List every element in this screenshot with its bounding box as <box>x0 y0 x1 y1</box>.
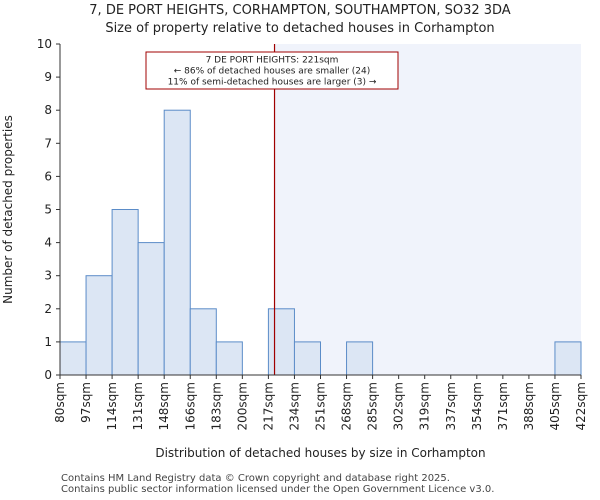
y-tick-label: 0 <box>44 368 52 382</box>
bar-97sqm <box>85 275 113 376</box>
footer-licence: Contains public sector information licen… <box>61 484 495 495</box>
y-tick-label: 9 <box>44 70 52 84</box>
y-tick-label: 2 <box>44 302 52 316</box>
x-tick-label: 166sqm <box>183 382 197 430</box>
y-tick-label: 6 <box>44 169 52 183</box>
x-tick-label: 131sqm <box>131 382 145 430</box>
y-tick-label: 5 <box>44 203 52 217</box>
x-tick-label: 80sqm <box>53 382 67 423</box>
bar-217sqm <box>267 308 295 376</box>
annotation-line-1: 7 DE PORT HEIGHTS: 221sqm <box>206 56 339 66</box>
larger-region-highlight <box>274 44 581 375</box>
chart-title-subtitle: Size of property relative to detached ho… <box>105 21 495 36</box>
bar-131sqm <box>137 242 165 376</box>
annotation-line-2: ← 86% of detached houses are smaller (24… <box>174 67 371 77</box>
bar-114sqm <box>111 209 139 376</box>
x-tick-label: 337sqm <box>444 382 458 430</box>
x-tick-label: 114sqm <box>105 382 119 430</box>
bar-234sqm <box>293 341 322 376</box>
x-tick-label: 97sqm <box>79 382 93 423</box>
bar-148sqm <box>163 109 191 376</box>
annotation-box <box>145 51 399 90</box>
bar-183sqm <box>215 341 243 376</box>
x-tick-label: 319sqm <box>418 382 432 430</box>
y-tick-label: 10 <box>37 37 52 51</box>
x-tick-label: 405sqm <box>548 382 562 430</box>
x-tick-label: 251sqm <box>314 382 328 430</box>
x-tick-label: 183sqm <box>209 382 223 430</box>
x-tick-label: 422sqm <box>574 382 588 430</box>
bar-268sqm <box>346 341 374 376</box>
bar-166sqm <box>189 308 217 376</box>
x-tick-label: 217sqm <box>261 382 275 430</box>
annotation-line-3: 11% of semi-detached houses are larger (… <box>168 78 377 88</box>
x-tick-label: 388sqm <box>522 382 536 430</box>
y-tick-label: 1 <box>44 335 52 349</box>
y-tick-label: 3 <box>44 269 52 283</box>
x-tick-label: 371sqm <box>496 382 510 430</box>
y-tick-label: 8 <box>44 103 52 117</box>
y-axis-label: Number of detached properties <box>1 115 15 304</box>
x-tick-label: 268sqm <box>340 382 354 430</box>
y-tick-label: 7 <box>44 136 52 150</box>
footer-copyright: Contains HM Land Registry data © Crown c… <box>61 473 450 484</box>
x-tick-label: 354sqm <box>470 382 484 430</box>
bar-80sqm <box>59 341 87 376</box>
x-tick-label: 234sqm <box>287 382 301 430</box>
x-tick-label: 148sqm <box>157 382 171 430</box>
chart-title-address: 7, DE PORT HEIGHTS, CORHAMPTON, SOUTHAMP… <box>89 3 511 18</box>
x-tick-label: 200sqm <box>235 382 249 430</box>
bar-405sqm <box>554 341 582 376</box>
x-axis-label: Distribution of detached houses by size … <box>155 446 485 460</box>
x-tick-label: 285sqm <box>366 382 380 430</box>
x-tick-label: 302sqm <box>392 382 406 430</box>
y-tick-label: 4 <box>44 236 52 250</box>
